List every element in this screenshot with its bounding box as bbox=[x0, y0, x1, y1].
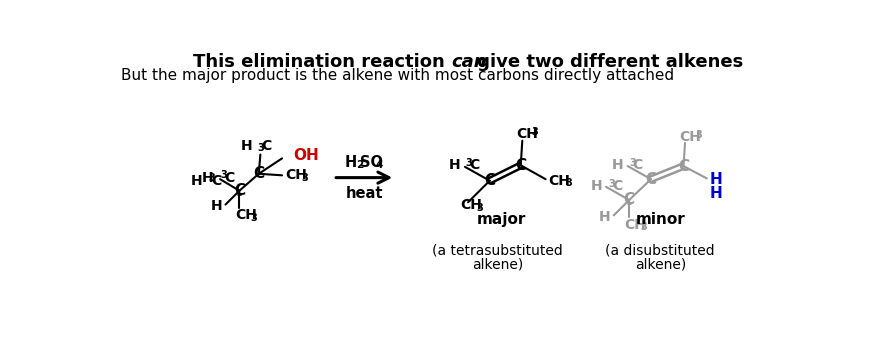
Text: 3: 3 bbox=[629, 158, 636, 168]
Text: C: C bbox=[612, 179, 622, 193]
Text: C: C bbox=[261, 139, 271, 153]
Text: 3: 3 bbox=[302, 173, 308, 183]
Text: C: C bbox=[515, 158, 526, 173]
Text: alkene): alkene) bbox=[634, 258, 686, 272]
Text: C: C bbox=[645, 172, 656, 187]
Text: 3: 3 bbox=[695, 129, 702, 140]
Text: H: H bbox=[599, 210, 611, 224]
Text: H: H bbox=[590, 179, 602, 193]
Text: give two different alkenes: give two different alkenes bbox=[471, 53, 744, 71]
Text: C: C bbox=[470, 158, 480, 172]
Text: (a disubstituted: (a disubstituted bbox=[605, 243, 715, 257]
Text: 3: 3 bbox=[220, 170, 227, 180]
Text: alkene): alkene) bbox=[472, 258, 523, 272]
Text: can: can bbox=[451, 53, 487, 71]
Text: C: C bbox=[484, 173, 495, 188]
Text: H: H bbox=[710, 172, 722, 188]
Text: H: H bbox=[241, 139, 253, 153]
Text: H: H bbox=[710, 186, 722, 200]
Text: C: C bbox=[234, 183, 245, 198]
Text: H: H bbox=[612, 158, 623, 172]
Text: CH: CH bbox=[235, 208, 257, 222]
Text: 3: 3 bbox=[209, 173, 216, 184]
Text: (a tetrasubstituted: (a tetrasubstituted bbox=[432, 243, 563, 257]
Text: 4: 4 bbox=[376, 160, 383, 170]
Text: CH: CH bbox=[516, 127, 538, 142]
Text: 3: 3 bbox=[532, 127, 539, 137]
Text: OH: OH bbox=[293, 148, 319, 163]
Text: But the major product is the alkene with most carbons directly attached: But the major product is the alkene with… bbox=[121, 68, 674, 83]
Text: CH: CH bbox=[625, 218, 647, 232]
Text: 3: 3 bbox=[640, 222, 647, 232]
Text: This elimination reaction: This elimination reaction bbox=[193, 53, 451, 71]
Text: 3: 3 bbox=[466, 158, 473, 168]
Text: C: C bbox=[633, 158, 642, 172]
Text: H: H bbox=[449, 158, 460, 172]
Text: CH: CH bbox=[679, 130, 701, 144]
Text: heat: heat bbox=[346, 186, 383, 200]
Text: CH: CH bbox=[460, 198, 482, 212]
Text: 3: 3 bbox=[608, 179, 615, 189]
Text: H: H bbox=[202, 171, 214, 185]
Text: SO: SO bbox=[360, 155, 384, 170]
Text: major: major bbox=[477, 212, 526, 227]
Text: H: H bbox=[344, 155, 356, 170]
Text: 3: 3 bbox=[250, 213, 257, 223]
Text: 3: 3 bbox=[257, 143, 264, 153]
Text: C: C bbox=[211, 174, 222, 188]
Text: 2: 2 bbox=[356, 160, 363, 170]
Text: 3: 3 bbox=[477, 203, 483, 213]
Text: C: C bbox=[624, 192, 634, 208]
Text: C: C bbox=[678, 159, 689, 174]
Text: H: H bbox=[191, 174, 202, 188]
Text: H: H bbox=[210, 199, 223, 213]
Text: 3: 3 bbox=[565, 178, 572, 188]
Text: CH: CH bbox=[548, 174, 570, 188]
Text: minor: minor bbox=[635, 212, 686, 227]
Text: CH: CH bbox=[285, 168, 307, 182]
Text: C: C bbox=[253, 166, 264, 181]
Text: C: C bbox=[224, 171, 234, 185]
